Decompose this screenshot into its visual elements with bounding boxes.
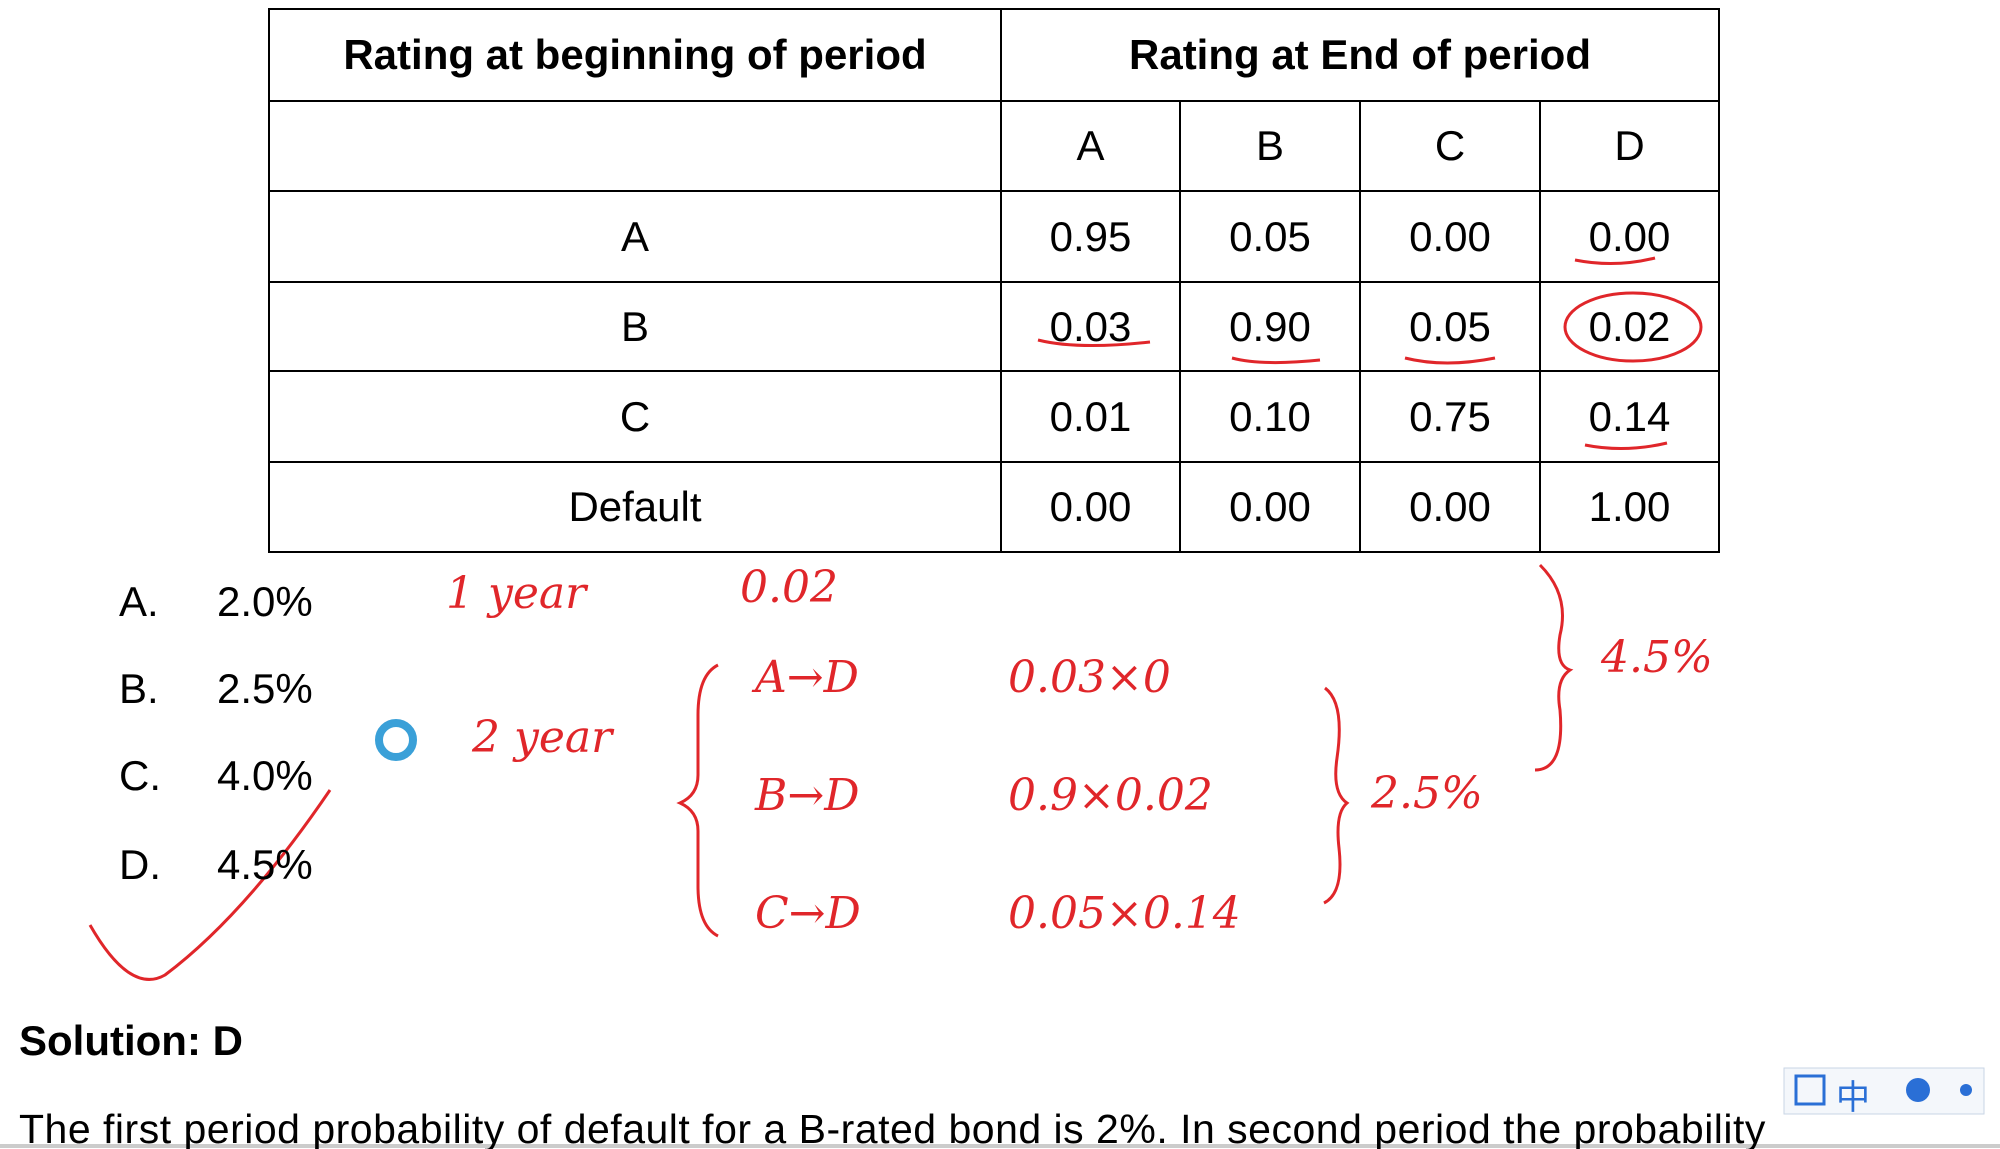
table-cell: 1.00 [1588,483,1671,530]
table-cell: 0.00 [1588,212,1671,260]
option-letter: C. [119,752,161,799]
column-header: A [1076,122,1105,169]
table-cell: 0.75 [1409,392,1491,440]
table-cell: 0.01 [1049,392,1132,440]
table-cell: 0.03 [1049,302,1132,350]
table-cell: 0.95 [1049,212,1132,260]
option-letter: D. [119,841,161,888]
option-text: 2.0% [217,578,313,625]
column-header: C [1434,122,1466,169]
table-cell: 0.90 [1229,302,1311,350]
toolbar-icon[interactable] [1794,1074,1826,1106]
handwritten-note: 0.05×0.14 [1008,888,1241,939]
option-text: 2.5% [217,665,313,712]
toolbar-icon[interactable] [1960,1084,1972,1096]
handwritten-note: 0.03×0 [1008,652,1171,703]
handwritten-note: B→D [755,770,860,821]
row-header: A [620,212,649,260]
table-header: Rating at End of period [1129,31,1591,78]
handwritten-marks [88,256,1703,981]
ime-toolbar[interactable] [1783,1067,1985,1115]
table-cell: 0.00 [1229,483,1311,530]
handwritten-note: 0.02 [740,562,838,613]
toolbar-language[interactable]: 中 [1836,1079,1870,1117]
paragraph: The first period probability of default … [19,1106,1766,1149]
column-header: B [1255,122,1284,169]
handwritten-note: 1 year [446,568,587,619]
toolbar-icon[interactable] [1906,1078,1930,1102]
table-cell: 0.14 [1588,392,1671,440]
loading-spinner [375,719,417,761]
handwritten-note: 2 year [472,712,613,763]
table-header: Rating at beginning of period [343,31,927,78]
option-letter: A. [119,578,159,625]
handwritten-note: 2.5% [1371,768,1483,819]
row-header: Default [568,483,702,530]
solution: Solution: D [19,1017,243,1064]
row-header: C [619,392,651,440]
table-cell: 0.10 [1229,392,1311,440]
table-cell: 0.00 [1409,483,1491,530]
handwritten-note: A→D [755,652,859,703]
table-cell: 0.05 [1409,302,1491,350]
row-header: B [620,302,649,350]
column-header: D [1614,122,1645,169]
table-cell: 0.00 [1409,212,1491,260]
handwritten-note: 4.5% [1601,632,1713,683]
table-grid [268,8,1720,553]
table-cell: 0.00 [1049,483,1132,530]
table-cell: 0.05 [1229,212,1311,260]
option-text: 4.0% [217,752,313,799]
table-cell: 0.02 [1588,302,1671,350]
option-text: 4.5% [217,841,313,888]
option-letter: B. [119,665,159,712]
handwritten-note: 0.9×0.02 [1008,770,1213,821]
handwritten-note: C→D [755,888,861,939]
